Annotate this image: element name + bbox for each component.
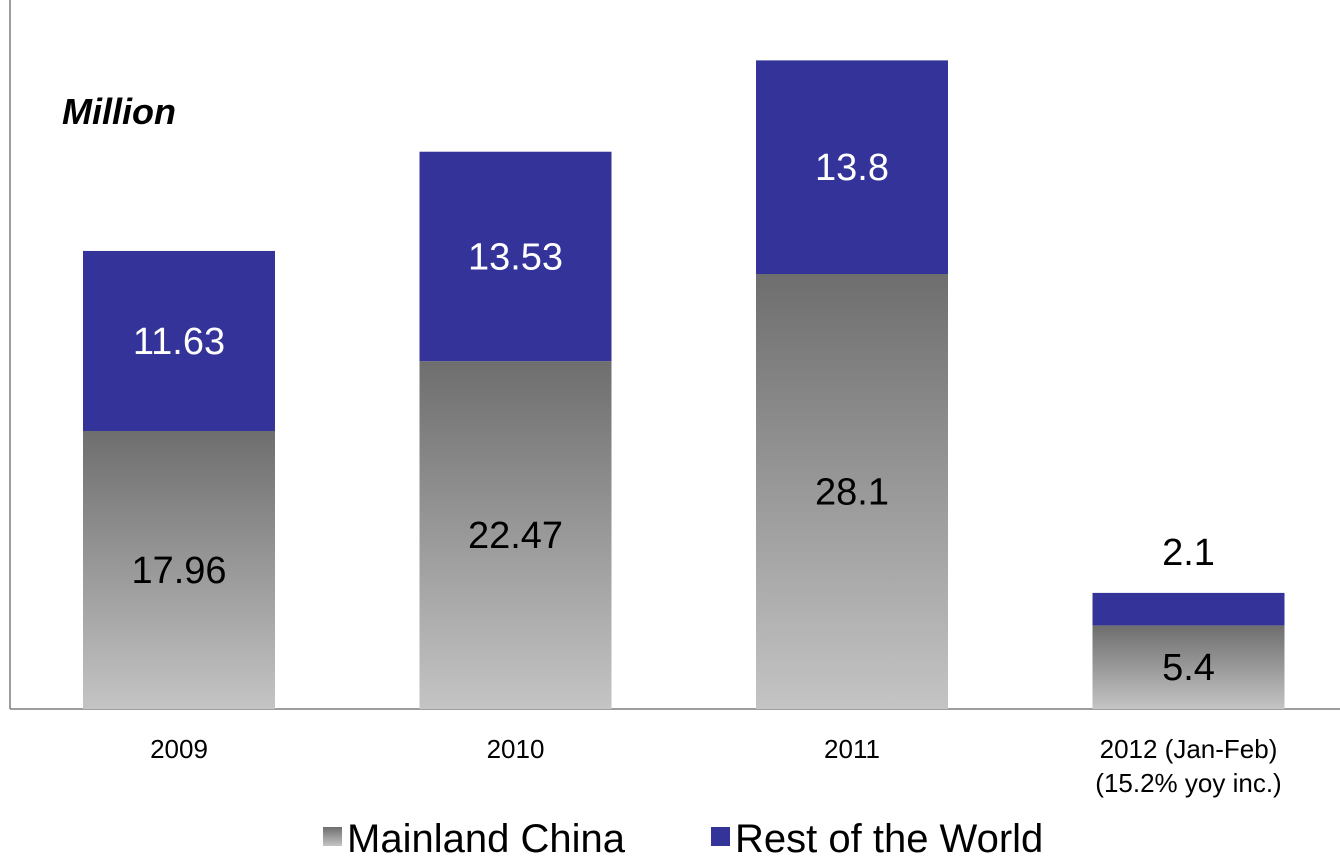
- data-label-rest-of-world-0: 11.63: [133, 321, 225, 363]
- legend-swatch-mainland-china: [323, 827, 342, 846]
- bar-mainland-china-1: [419, 361, 612, 709]
- legend-swatch-rest-of-world: [711, 827, 730, 846]
- category-label-3: 2012 (Jan-Feb): [1100, 734, 1278, 764]
- category-label-1: 2010: [487, 734, 545, 764]
- category-label-3: (15.2% yoy inc.): [1095, 768, 1281, 798]
- category-label-0: 2009: [150, 734, 208, 764]
- data-label-mainland-china-2: 28.1: [815, 472, 889, 514]
- category-label-2: 2011: [824, 734, 880, 764]
- category-labels: 2009 2010 2011 2012 (Jan-Feb) (15.2% yoy inc…: [150, 734, 1282, 798]
- bar-mainland-china-0: [83, 430, 275, 709]
- legend-label-rest-of-world: Rest of the World: [735, 817, 1043, 861]
- bar-mainland-china-2: [756, 274, 948, 709]
- data-label-rest-of-world-3: 2.1: [1162, 532, 1215, 574]
- data-label-mainland-china-3: 5.4: [1162, 647, 1215, 689]
- data-label-mainland-china-0: 17.96: [131, 550, 226, 592]
- bar-rest-of-world-0: [83, 250, 275, 431]
- data-label-mainland-china-1: 22.47: [468, 515, 563, 557]
- legend: Mainland China Rest of the World: [323, 817, 1043, 861]
- bar-rest-of-world-3: [1092, 592, 1285, 626]
- bar-mainland-china-3: [1092, 625, 1285, 709]
- unit-label: Million: [62, 91, 176, 132]
- data-label-rest-of-world-2: 13.8: [815, 147, 889, 189]
- data-label-rest-of-world-1: 13.53: [468, 236, 563, 278]
- bars-group: 17.96 11.63 22.47 13.53 28.1 13.8 5.4 2.1: [83, 60, 1285, 709]
- bar-rest-of-world-2: [756, 60, 948, 275]
- bar-rest-of-world-1: [419, 151, 612, 362]
- legend-label-mainland-china: Mainland China: [347, 817, 626, 861]
